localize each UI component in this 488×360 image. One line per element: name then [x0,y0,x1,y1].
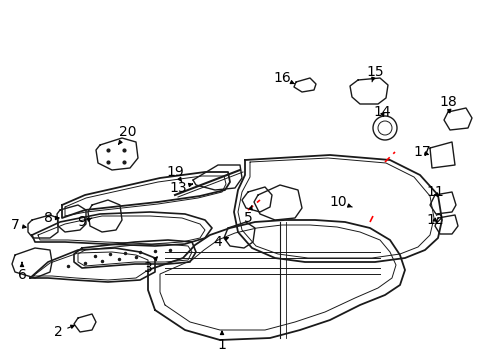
Text: 17: 17 [412,145,430,159]
Text: 6: 6 [18,262,26,282]
Text: 15: 15 [366,65,383,82]
Text: 5: 5 [243,206,252,225]
Text: 8: 8 [43,211,59,225]
Text: 9: 9 [78,215,92,229]
Text: 19: 19 [166,165,183,182]
Text: 3: 3 [143,257,157,275]
Text: 10: 10 [328,195,351,209]
Text: 7: 7 [11,218,26,232]
Text: 13: 13 [169,181,192,195]
Text: 11: 11 [425,185,443,199]
Text: 16: 16 [273,71,293,85]
Text: 12: 12 [426,213,443,227]
Text: 20: 20 [118,125,137,144]
Text: 1: 1 [217,331,226,352]
Text: 4: 4 [213,235,228,249]
Text: 14: 14 [372,105,390,119]
Text: 18: 18 [438,95,456,113]
Text: 2: 2 [54,325,74,339]
